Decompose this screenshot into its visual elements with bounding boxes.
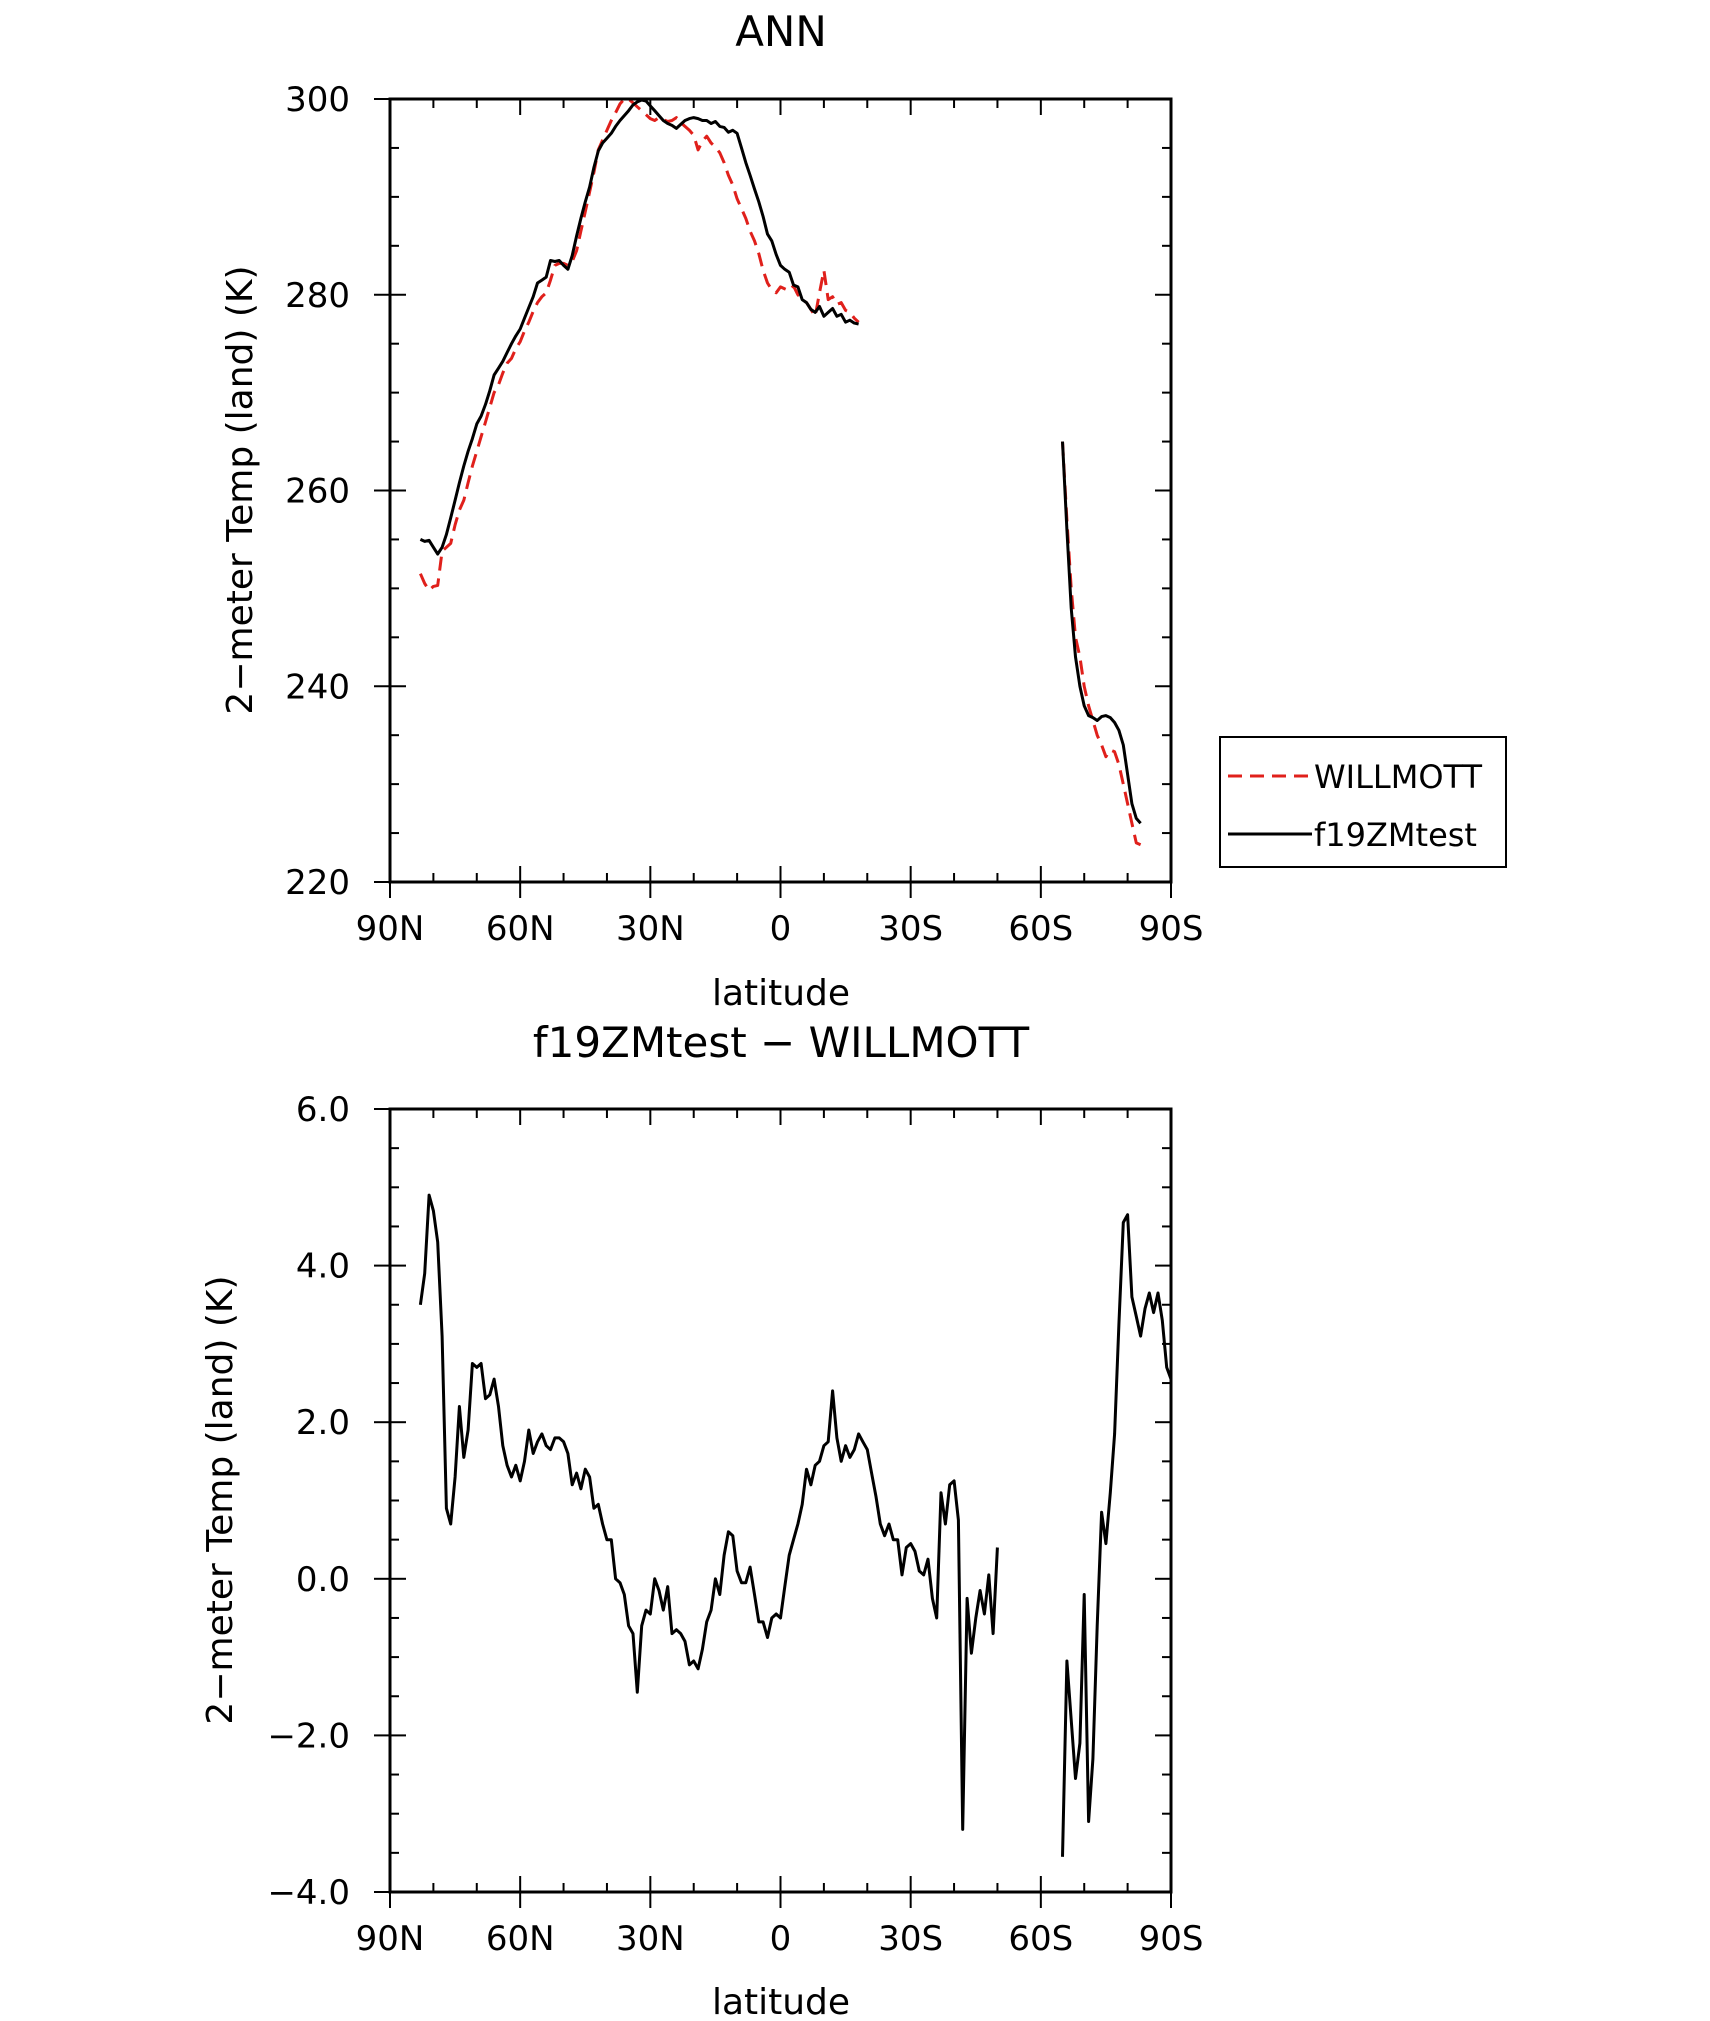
series-line-willmott	[419, 97, 1142, 847]
x-tick-label: 60S	[1008, 1919, 1073, 1959]
x-tick-label: 90S	[1139, 1919, 1204, 1959]
x-tick-label: 90S	[1139, 909, 1204, 949]
y-tick-label: 260	[285, 472, 350, 512]
chart-panel-difference: f19ZMtest − WILLMOTT 90N 60N 30N 0 30S 60S 90S…	[200, 1018, 1203, 2021]
y-axis: −4.0 −2.0 0.0 2.0 4.0 6.0	[267, 1090, 1171, 1913]
y-axis: 220 240 260 280 300	[285, 80, 1171, 903]
y-tick-label: 6.0	[296, 1090, 350, 1130]
y-tick-label: 220	[285, 863, 350, 903]
y-tick-label: 0.0	[296, 1560, 350, 1600]
x-tick-label: 30N	[616, 909, 685, 949]
legend-label-f19zmtest: f19ZMtest	[1314, 816, 1477, 854]
y-tick-label: −2.0	[267, 1716, 350, 1756]
x-tick-label: 60S	[1008, 909, 1073, 949]
legend: WILLMOTT f19ZMtest	[1219, 736, 1507, 868]
legend-box	[1219, 736, 1507, 868]
legend-label-willmott: WILLMOTT	[1314, 758, 1483, 796]
chart-panel-annual-temp: ANN 90N 60N 30N 0 30S 60S 90S 220240260280300 …	[220, 7, 1507, 1014]
series-layer	[419, 97, 1142, 847]
series-line-difference	[418, 1193, 1173, 1857]
plot-frame	[388, 1107, 1173, 1894]
y-tick-label: 240	[285, 667, 350, 707]
x-axis-label: latitude	[712, 973, 850, 1014]
x-tick-label: 30S	[878, 909, 943, 949]
series-layer	[418, 1193, 1173, 1857]
x-tick-label: 90N	[356, 909, 425, 949]
x-tick-label: 90N	[356, 1919, 425, 1959]
y-tick-label: −4.0	[267, 1873, 350, 1913]
x-tick-label: 0	[770, 909, 792, 949]
x-tick-label: 30N	[616, 1919, 685, 1959]
y-tick-label: 280	[285, 276, 350, 316]
y-axis-label: 2−meter Temp (land) (K)	[220, 265, 261, 714]
x-tick-label: 60N	[486, 1919, 555, 1959]
x-axis: 90N 60N 30N 0 30S 60S 90S	[356, 1109, 1204, 1959]
chart-title: ANN	[735, 7, 827, 56]
series-line-f19zmtest	[419, 98, 1142, 825]
y-tick-label: 2.0	[296, 1403, 350, 1443]
chart-title: f19ZMtest − WILLMOTT	[533, 1018, 1030, 1067]
x-tick-label: 60N	[486, 909, 555, 949]
x-axis: 90N 60N 30N 0 30S 60S 90S	[356, 99, 1204, 949]
y-tick-label: 4.0	[296, 1247, 350, 1287]
plot-frame	[388, 97, 1173, 884]
y-tick-label: 300	[285, 80, 350, 120]
x-tick-label: 30S	[878, 1919, 943, 1959]
x-tick-label: 0	[770, 1919, 792, 1959]
x-axis-label: latitude	[712, 1982, 850, 2021]
y-axis-label: 2−meter Temp (land) (K)	[200, 1275, 241, 1724]
